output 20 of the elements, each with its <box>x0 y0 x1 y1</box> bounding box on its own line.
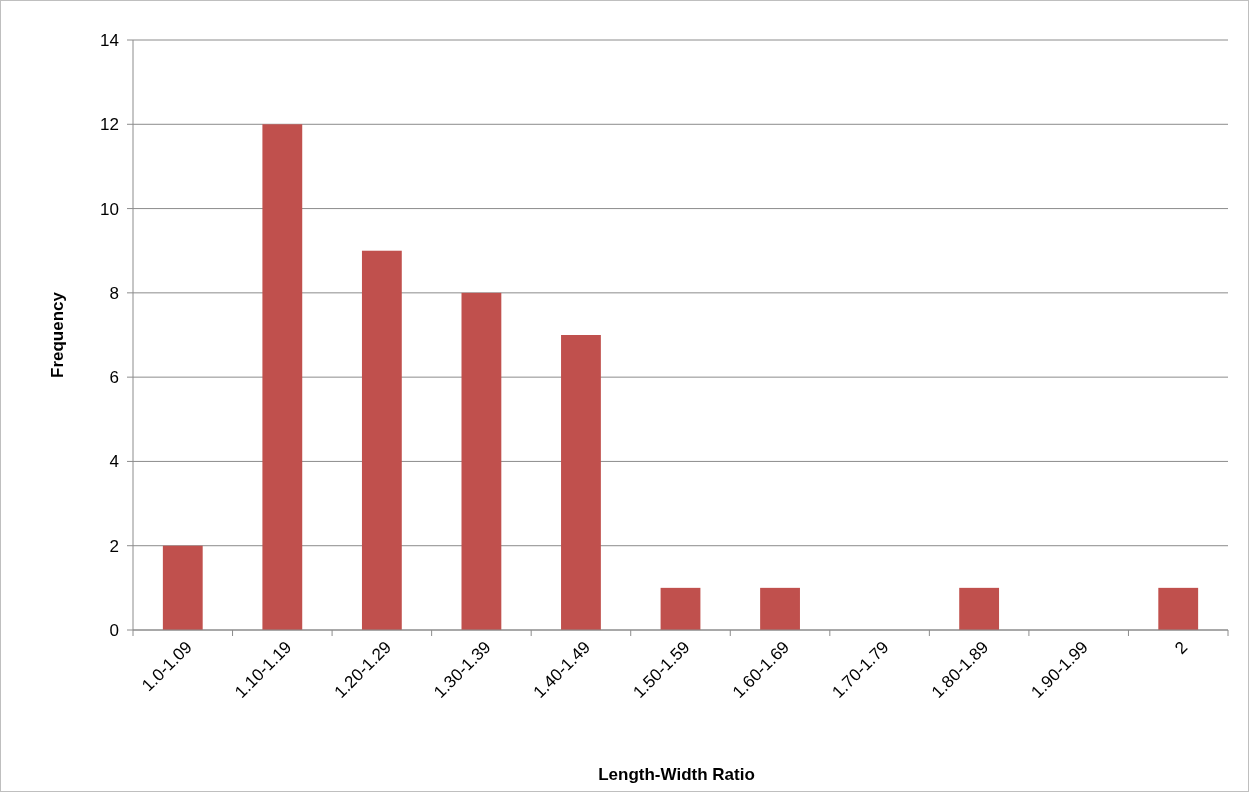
bar <box>162 545 203 630</box>
y-axis-title: Frequency <box>48 291 67 378</box>
bar <box>959 587 1000 630</box>
bar <box>461 292 502 630</box>
y-tick-label: 0 <box>109 620 119 640</box>
x-axis-title: Length-Width Ratio <box>598 765 755 784</box>
y-tick-label: 8 <box>109 283 119 303</box>
bar <box>660 587 701 630</box>
x-tick-label: 2 <box>1171 637 1192 658</box>
y-tick-label: 14 <box>100 30 119 50</box>
bar <box>1158 587 1199 630</box>
y-tick-label: 12 <box>100 115 119 135</box>
y-tick-label: 10 <box>100 199 119 219</box>
bar <box>760 587 800 630</box>
y-tick-label: 4 <box>109 452 119 472</box>
bar <box>262 124 303 630</box>
y-tick-label: 2 <box>109 536 119 556</box>
bar <box>561 335 601 630</box>
bar <box>361 250 402 630</box>
y-tick-label: 6 <box>109 368 119 388</box>
